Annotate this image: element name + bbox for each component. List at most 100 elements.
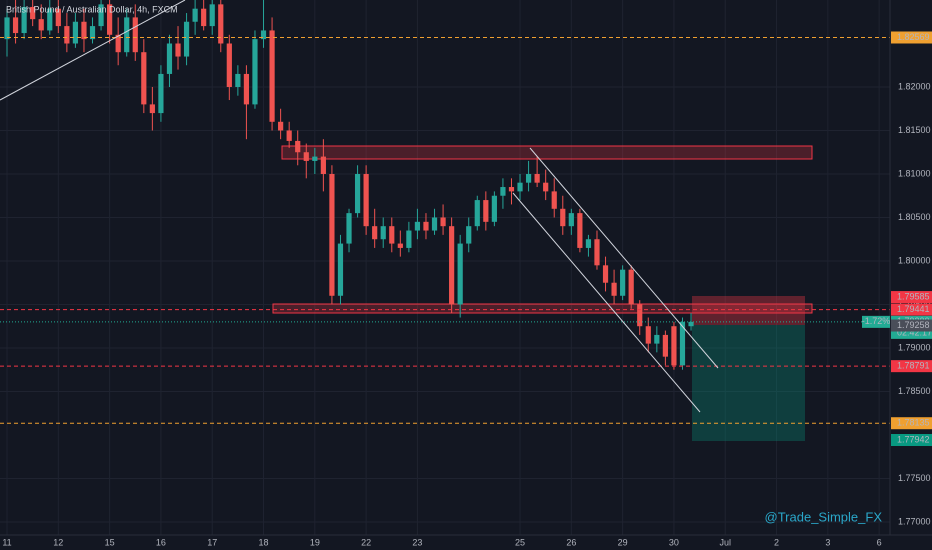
candle-body <box>303 152 309 161</box>
x-tick-label: 11 <box>2 537 11 547</box>
candle-body <box>372 226 378 240</box>
x-tick-label: 26 <box>566 537 576 547</box>
candle-body <box>671 326 677 366</box>
price-label-bg <box>891 319 932 332</box>
y-tick-label: 1.77500 <box>898 473 931 483</box>
candle-body <box>158 73 164 114</box>
candle-body <box>534 173 540 183</box>
x-tick-label: 15 <box>105 537 115 547</box>
channel-line <box>529 147 719 369</box>
price-label: 1.78135 <box>897 418 930 428</box>
candle-body <box>500 187 506 196</box>
price-axis <box>890 0 932 550</box>
candle-body <box>4 17 10 40</box>
y-tick-label: 1.78500 <box>898 386 931 396</box>
candle-body <box>440 217 446 227</box>
candle-body <box>466 226 472 244</box>
price-label-bg <box>891 291 932 304</box>
candle-body <box>55 8 61 27</box>
candle-body <box>483 200 489 222</box>
price-label: 1.79258 <box>897 320 930 330</box>
x-tick-label: 12 <box>53 537 63 547</box>
candle-body <box>337 243 344 296</box>
candle-body <box>457 243 463 305</box>
candle-body <box>38 19 44 31</box>
x-tick-label: 2 <box>774 537 779 547</box>
candle-body <box>354 173 361 214</box>
x-tick-label: 22 <box>361 537 371 547</box>
candle-body <box>560 208 566 227</box>
y-tick-label: 1.77000 <box>898 516 931 526</box>
candle-body <box>474 200 480 227</box>
candle-body <box>645 326 651 344</box>
candle-body <box>346 213 352 244</box>
candle-body <box>380 226 386 240</box>
candle-body <box>611 282 617 296</box>
price-label-bg <box>891 303 932 316</box>
candle-body <box>295 140 301 153</box>
candle-body <box>183 21 190 57</box>
candle-body <box>175 43 181 57</box>
x-tick-label: 23 <box>412 537 422 547</box>
candle-body <box>286 130 292 141</box>
candle-body <box>491 195 497 222</box>
candle-body <box>329 173 335 296</box>
candle-body <box>260 30 267 40</box>
x-tick-label: 17 <box>207 537 217 547</box>
candle-body <box>12 17 19 34</box>
candle-body <box>602 265 609 283</box>
time-axis <box>0 535 932 550</box>
price-label: 1.79441 <box>897 304 930 314</box>
candle-body <box>508 187 515 192</box>
x-tick-label: 16 <box>156 537 166 547</box>
candle-body <box>47 8 53 31</box>
candle-body <box>577 213 583 248</box>
candle-body <box>517 182 523 192</box>
candle-body <box>637 304 643 327</box>
chart-title: British Pound / Australian Dollar, 4h, F… <box>6 4 178 14</box>
trend-line <box>0 0 186 101</box>
y-tick-label: 1.82000 <box>898 81 931 91</box>
candle-body <box>594 239 600 266</box>
candle-body <box>525 173 532 183</box>
price-label: 1.82569 <box>897 32 930 42</box>
change-label: -1.72% <box>862 316 891 326</box>
candle-body <box>449 226 455 305</box>
price-label-bg <box>891 360 932 373</box>
x-tick-label: Jul <box>719 537 731 547</box>
candle-body <box>209 4 215 27</box>
price-label-bg <box>891 31 932 44</box>
candle-body <box>21 6 27 34</box>
candle-body <box>64 26 70 44</box>
candle-body <box>107 4 113 35</box>
candle-body <box>201 8 207 27</box>
price-label-bg <box>891 434 932 447</box>
candle-body <box>406 230 412 248</box>
overlay <box>0 0 719 413</box>
grid <box>0 0 890 535</box>
candle-body <box>551 191 557 209</box>
candle-body <box>226 43 232 87</box>
y-tick-label: 1.79000 <box>898 342 931 352</box>
y-tick-label: 1.80000 <box>898 255 931 265</box>
watermark: @Trade_Simple_FX <box>765 509 883 524</box>
candle-body <box>543 182 549 192</box>
candle-body <box>620 269 626 296</box>
candle-body <box>568 213 574 227</box>
candle-body <box>132 17 138 53</box>
candle-body <box>141 52 147 105</box>
candle-body <box>115 34 121 53</box>
stop-zone <box>692 296 805 325</box>
candle-body <box>320 156 326 174</box>
candle-body <box>124 17 130 53</box>
support-zone <box>272 303 813 314</box>
change-label-bg <box>862 315 890 328</box>
candle-body <box>218 4 224 44</box>
candle-body <box>30 6 36 20</box>
zones <box>272 145 813 441</box>
candle-body <box>389 226 395 244</box>
candle-body <box>628 269 634 305</box>
candle-body <box>688 321 694 327</box>
